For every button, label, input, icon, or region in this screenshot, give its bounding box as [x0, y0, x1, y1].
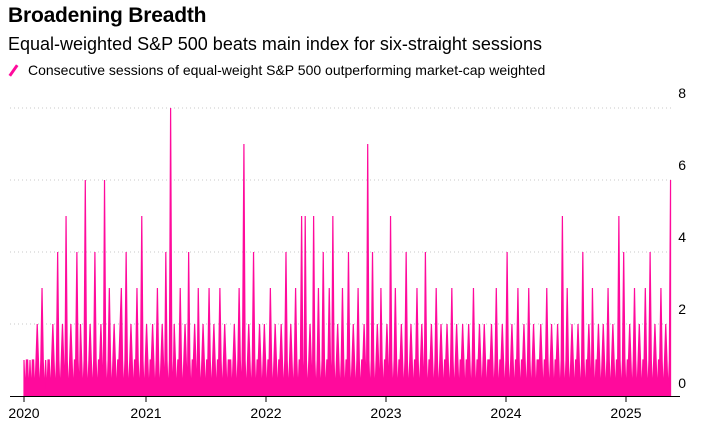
series-area: [23, 107, 672, 397]
legend: Consecutive sessions of equal-weight S&P…: [8, 62, 545, 78]
x-tick-label-2020: 2020: [8, 405, 39, 421]
x-tick-label-2021: 2021: [130, 405, 161, 421]
series-line: [23, 107, 672, 397]
x-tick-label-2024: 2024: [490, 405, 521, 421]
y-tick-label-2: 2: [678, 301, 686, 317]
y-tick-label-0: 0: [678, 375, 686, 391]
y-tick-label-6: 6: [678, 157, 686, 173]
y-tick-label-4: 4: [678, 229, 686, 245]
x-tick-label-2023: 2023: [370, 405, 401, 421]
x-tick-labels: 2020 2021 2022 2023 2024 2025: [8, 405, 641, 421]
legend-label: Consecutive sessions of equal-weight S&P…: [28, 62, 546, 78]
y-tick-labels: 0 2 4 6 8: [678, 85, 686, 391]
chart-subtitle: Equal-weighted S&P 500 beats main index …: [8, 34, 542, 54]
x-tick-label-2022: 2022: [250, 405, 281, 421]
chart-title: Broadening Breadth: [8, 4, 207, 27]
y-tick-label-8: 8: [678, 85, 686, 101]
x-tick-label-2025: 2025: [610, 405, 641, 421]
x-axis: [10, 396, 680, 402]
